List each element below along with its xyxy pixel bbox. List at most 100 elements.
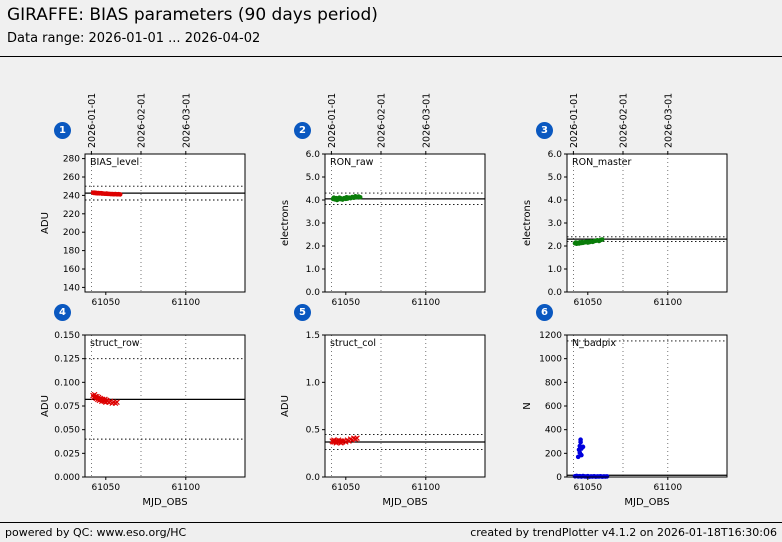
svg-text:61100: 61100 (653, 483, 682, 493)
svg-text:2026-02-01: 2026-02-01 (377, 93, 388, 148)
footer-bar: powered by QC: www.eso.org/HC created by… (0, 522, 782, 542)
page-header: GIRAFFE: BIAS parameters (90 days period… (7, 5, 378, 46)
svg-text:ADU: ADU (280, 395, 291, 417)
svg-text:160: 160 (63, 265, 80, 275)
svg-text:4.0: 4.0 (548, 196, 563, 206)
plot-number-badge-6: 6 (536, 304, 553, 321)
chart-struct-col: 0.0 0.5 1.0 1.5 61050 61100 ADU struct_col MJD_O… (277, 330, 497, 518)
plot-number-badge-1: 1 (54, 122, 71, 139)
svg-text:3.0: 3.0 (548, 219, 563, 229)
date-range-subtitle: Data range: 2026-01-01 ... 2026-04-02 (7, 31, 261, 46)
svg-text:1200: 1200 (539, 331, 562, 341)
footer-created-by: created by trendPlotter v4.1.2 on 2026-0… (470, 526, 777, 539)
svg-text:0.0: 0.0 (306, 473, 321, 483)
svg-text:1.5: 1.5 (306, 331, 320, 341)
chart-struct-row: 0.000 0.025 0.050 0.075 0.100 0.125 0.150 61050… (37, 330, 257, 518)
svg-text:0: 0 (556, 473, 562, 483)
svg-text:5.0: 5.0 (306, 173, 321, 183)
svg-text:61100: 61100 (171, 298, 200, 308)
svg-text:2.0: 2.0 (548, 242, 563, 252)
svg-text:61050: 61050 (91, 483, 120, 493)
svg-text:N: N (522, 402, 533, 409)
svg-text:RON_master: RON_master (572, 157, 632, 168)
svg-text:1.0: 1.0 (548, 265, 563, 275)
svg-text:6.0: 6.0 (548, 150, 563, 160)
svg-text:61100: 61100 (411, 483, 440, 493)
svg-text:200: 200 (545, 449, 562, 459)
svg-text:0.5: 0.5 (306, 426, 320, 436)
plot-RON_master: 0.0 1.0 2.0 3.0 4.0 5.0 6.0 61050 61100 2026-01-0… (522, 93, 728, 308)
chart-ron-raw: 0.0 1.0 2.0 3.0 4.0 5.0 6.0 61050 61100 2026-01-0… (277, 78, 497, 314)
svg-text:2026-02-01: 2026-02-01 (137, 93, 148, 148)
plot-number-badge-2: 2 (294, 122, 311, 139)
svg-text:1.0: 1.0 (306, 378, 321, 388)
svg-text:140: 140 (63, 283, 80, 293)
svg-text:0.025: 0.025 (54, 449, 80, 459)
svg-text:2026-01-01: 2026-01-01 (327, 93, 338, 148)
svg-text:N_badpix: N_badpix (572, 338, 616, 349)
svg-text:220: 220 (63, 210, 80, 220)
svg-text:0.000: 0.000 (54, 473, 80, 483)
plot-number-badge-5: 5 (294, 304, 311, 321)
plot-number-badge-3: 3 (536, 122, 553, 139)
svg-text:180: 180 (63, 247, 80, 257)
svg-text:RON_raw: RON_raw (330, 157, 374, 168)
svg-text:61050: 61050 (573, 298, 602, 308)
svg-text:struct_col: struct_col (330, 338, 376, 349)
svg-text:3.0: 3.0 (306, 219, 321, 229)
svg-text:0.0: 0.0 (548, 288, 563, 298)
svg-text:61050: 61050 (331, 298, 360, 308)
svg-text:1.0: 1.0 (306, 265, 321, 275)
svg-text:electrons: electrons (280, 200, 291, 246)
svg-text:800: 800 (545, 378, 562, 388)
svg-text:ADU: ADU (40, 395, 51, 417)
page-title: GIRAFFE: BIAS parameters (90 days period… (7, 5, 378, 25)
svg-text:2026-03-01: 2026-03-01 (421, 93, 432, 148)
svg-text:2026-01-01: 2026-01-01 (87, 93, 98, 148)
svg-text:BIAS_level: BIAS_level (90, 157, 139, 168)
svg-text:1000: 1000 (539, 355, 562, 365)
svg-text:ADU: ADU (40, 212, 51, 234)
plot-RON_raw: 0.0 1.0 2.0 3.0 4.0 5.0 6.0 61050 61100 2026-01-0… (280, 93, 486, 308)
header-divider (0, 56, 782, 57)
svg-text:2026-03-01: 2026-03-01 (181, 93, 192, 148)
chart-ron-master: 0.0 1.0 2.0 3.0 4.0 5.0 6.0 61050 61100 2026-01-0… (519, 78, 739, 314)
svg-text:electrons: electrons (522, 200, 533, 246)
svg-text:260: 260 (63, 173, 80, 183)
svg-text:400: 400 (545, 426, 562, 436)
svg-text:280: 280 (63, 155, 80, 165)
plot-number-badge-4: 4 (54, 304, 71, 321)
svg-text:MJD_OBS: MJD_OBS (624, 497, 669, 508)
svg-text:2.0: 2.0 (306, 242, 321, 252)
svg-text:4.0: 4.0 (306, 196, 321, 206)
plot-struct_col: 0.0 0.5 1.0 1.5 61050 61100 ADU struct_col MJD_O… (280, 331, 486, 508)
svg-text:200: 200 (63, 228, 80, 238)
svg-text:2026-02-01: 2026-02-01 (619, 93, 630, 148)
svg-text:61100: 61100 (411, 298, 440, 308)
svg-text:2026-01-01: 2026-01-01 (569, 93, 580, 148)
svg-text:61100: 61100 (653, 298, 682, 308)
svg-text:struct_row: struct_row (90, 338, 140, 349)
svg-text:0.075: 0.075 (54, 402, 80, 412)
footer-powered-by: powered by QC: www.eso.org/HC (5, 526, 187, 539)
svg-text:MJD_OBS: MJD_OBS (142, 497, 187, 508)
svg-text:0.100: 0.100 (54, 378, 80, 388)
svg-text:5.0: 5.0 (548, 173, 563, 183)
plot-struct_row: 0.000 0.025 0.050 0.075 0.100 0.125 0.150 61050… (40, 331, 246, 508)
chart-bias-level: 140 160 180 200 220 240 260 280 61050 61100 2026-0… (37, 78, 257, 314)
svg-text:0.150: 0.150 (54, 331, 80, 341)
plot-N_badpix: 0 200 400 600 800 1000 1200 61050 61100 N N_badpix… (522, 331, 728, 508)
plot-BIAS_level: 140 160 180 200 220 240 260 280 61050 61100 2026-0… (40, 93, 246, 308)
svg-text:0.050: 0.050 (54, 426, 80, 436)
svg-text:2026-03-01: 2026-03-01 (663, 93, 674, 148)
svg-text:61050: 61050 (91, 298, 120, 308)
svg-text:61100: 61100 (171, 483, 200, 493)
svg-text:600: 600 (545, 402, 562, 412)
svg-text:240: 240 (63, 191, 80, 201)
svg-text:61050: 61050 (573, 483, 602, 493)
svg-text:0.125: 0.125 (54, 355, 80, 365)
svg-text:61050: 61050 (331, 483, 360, 493)
svg-text:0.0: 0.0 (306, 288, 321, 298)
svg-text:MJD_OBS: MJD_OBS (382, 497, 427, 508)
